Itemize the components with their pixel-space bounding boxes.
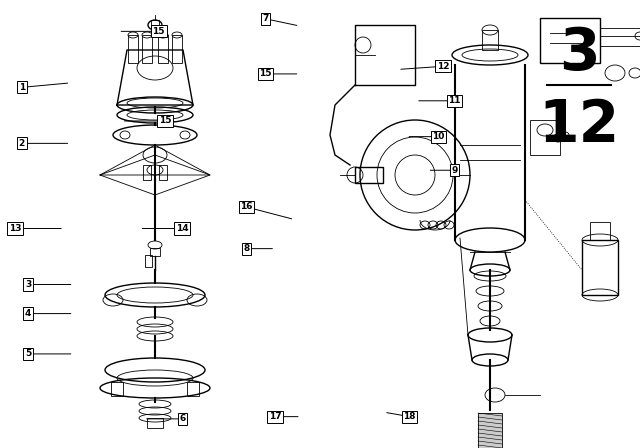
Text: 17: 17: [269, 412, 282, 421]
Text: 3: 3: [559, 25, 600, 82]
Text: 15: 15: [152, 27, 165, 36]
Bar: [151, 20, 159, 28]
Text: 13: 13: [9, 224, 22, 233]
Bar: [540, 18, 600, 63]
Text: 15: 15: [259, 69, 272, 78]
Bar: [142, 35, 152, 63]
Bar: [111, 382, 123, 396]
Bar: [145, 255, 152, 267]
Text: 8: 8: [243, 244, 250, 253]
Bar: [355, 167, 383, 183]
Bar: [600, 28, 640, 46]
Bar: [482, 30, 498, 50]
Bar: [128, 35, 138, 63]
Text: 12: 12: [539, 97, 620, 154]
Bar: [530, 120, 560, 155]
Text: 6: 6: [179, 414, 186, 423]
Bar: [582, 240, 618, 295]
Text: 5: 5: [25, 349, 31, 358]
Text: 18: 18: [403, 412, 416, 421]
Text: 10: 10: [432, 132, 445, 141]
Text: 4: 4: [25, 309, 31, 318]
Text: 7: 7: [262, 14, 269, 23]
Text: 15: 15: [159, 116, 172, 125]
Bar: [143, 165, 151, 180]
Bar: [187, 382, 199, 396]
Text: 1: 1: [19, 83, 25, 92]
Bar: [478, 413, 502, 448]
Text: 2: 2: [19, 139, 25, 148]
Bar: [159, 165, 167, 180]
Text: 12: 12: [436, 62, 449, 71]
Bar: [150, 248, 160, 256]
Text: 9: 9: [451, 166, 458, 175]
Text: 3: 3: [25, 280, 31, 289]
Text: 11: 11: [448, 96, 461, 105]
Text: 16: 16: [240, 202, 253, 211]
Text: 14: 14: [176, 224, 189, 233]
Bar: [158, 35, 168, 63]
Bar: [147, 418, 163, 428]
Bar: [590, 222, 610, 240]
Bar: [172, 35, 182, 63]
